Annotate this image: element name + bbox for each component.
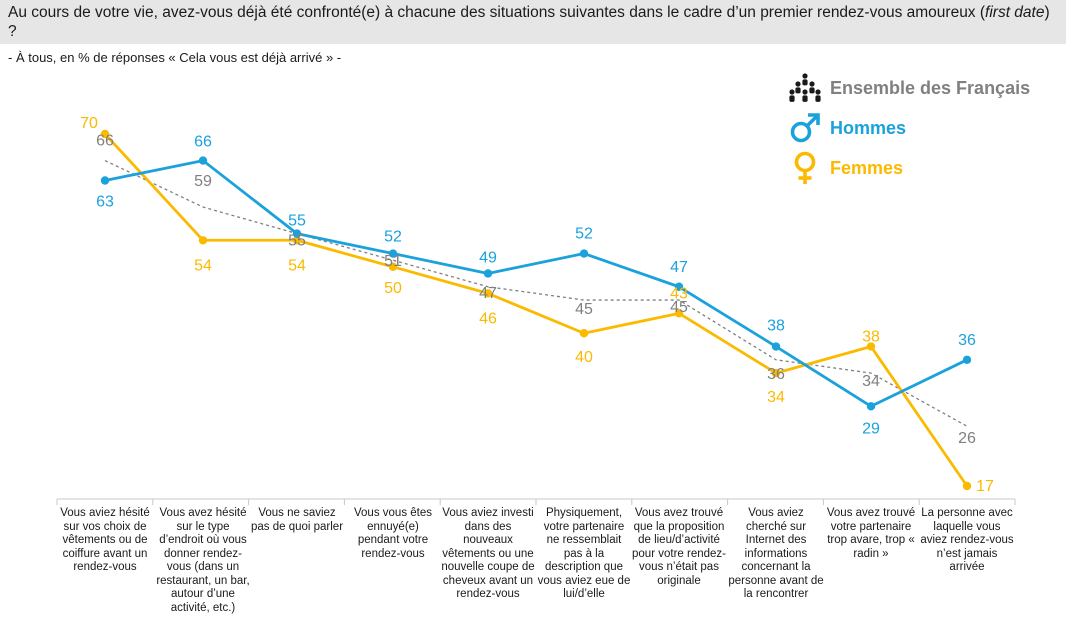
legend-label-ensemble: Ensemble des Français	[830, 77, 1031, 98]
data-label-ensemble: 26	[958, 430, 976, 447]
data-label-femmes: 46	[479, 310, 497, 327]
data-point-hommes	[388, 249, 398, 258]
data-point-hommes	[579, 249, 589, 258]
data-label-hommes: 55	[288, 213, 306, 230]
category-label: Vous avez trouvé votre partenaire trop a…	[826, 507, 916, 560]
data-label-hommes: 49	[479, 249, 497, 266]
data-label-femmes: 17	[976, 478, 994, 495]
series-line-femmes	[103, 133, 969, 487]
series-line-ensemble	[104, 159, 968, 427]
data-point-hommes	[100, 176, 110, 185]
data-label-femmes: 70	[80, 115, 98, 132]
data-point-femmes	[962, 481, 972, 491]
legend-item-hommes: Hommes	[788, 108, 1030, 148]
data-label-ensemble: 36	[767, 366, 785, 383]
data-label-ensemble: 66	[96, 133, 114, 150]
category-label: Vous avez hésité sur le type d’endroit o…	[156, 507, 250, 614]
data-point-hommes	[866, 402, 876, 411]
question-italic: first date	[985, 4, 1045, 21]
chart-subtitle: - À tous, en % de réponses « Cela vous e…	[8, 50, 342, 65]
legend-label-femmes: Femmes	[830, 157, 904, 178]
data-label-femmes: 34	[767, 389, 785, 406]
category-label: Vous aviez cherché sur Internet des info…	[728, 507, 824, 600]
data-point-femmes	[579, 329, 589, 338]
male-symbol-icon	[790, 113, 820, 143]
category-label: Vous ne saviez pas de quoi parler	[250, 507, 344, 533]
data-point-femmes	[674, 309, 684, 318]
data-label-hommes: 36	[958, 332, 976, 349]
category-label: Vous aviez investi dans des nouveaux vêt…	[441, 507, 535, 600]
category-label: Physiquement, votre partenaire ne ressem…	[537, 507, 631, 600]
data-point-femmes	[771, 368, 781, 378]
data-label-ensemble: 47	[479, 285, 497, 302]
data-label-femmes: 43	[670, 285, 688, 302]
legend-label-hommes: Hommes	[830, 117, 907, 138]
data-label-ensemble: 51	[384, 253, 402, 270]
legend: Ensemble des Français Hommes Femmes	[788, 68, 1030, 188]
data-label-hommes: 47	[670, 259, 688, 276]
line-chart: 66 59 55 51 47 45 45 36 34 26 63 66 55 52 49 52 47 38 29 36…	[56, 115, 1016, 505]
question-header: Au cours de votre vie, avez-vous déjà ét…	[0, 0, 1066, 44]
legend-item-ensemble: Ensemble des Français	[788, 68, 1030, 108]
data-label-femmes: 40	[575, 349, 593, 366]
data-point-femmes	[198, 236, 208, 245]
category-label: Vous avez trouvé que la proposition de l…	[632, 507, 726, 587]
data-point-femmes	[388, 262, 398, 272]
data-label-hommes: 63	[96, 193, 114, 210]
people-group-icon	[789, 73, 821, 102]
data-label-ensemble: 45	[670, 299, 688, 316]
question-text: Au cours de votre vie, avez-vous déjà ét…	[8, 4, 986, 21]
data-point-hommes	[198, 156, 208, 165]
series-line-hommes	[104, 159, 968, 408]
data-point-femmes	[100, 129, 110, 139]
question-end: ) ?	[8, 4, 1050, 40]
category-label: Vous aviez hésité sur vos choix de vêtem…	[60, 507, 150, 573]
data-label-femmes: 38	[862, 329, 880, 346]
data-label-femmes: 54	[194, 257, 212, 274]
data-label-femmes: 54	[288, 257, 306, 274]
data-label-hommes: 38	[767, 318, 785, 335]
data-point-hommes	[674, 282, 684, 291]
data-point-femmes	[866, 342, 876, 351]
data-label-hommes: 66	[194, 134, 212, 151]
legend-item-femmes: Femmes	[788, 148, 1030, 188]
data-label-femmes: 50	[384, 280, 402, 297]
category-label: La personne avec laquelle vous aviez ren…	[920, 507, 1014, 573]
data-point-femmes	[292, 236, 302, 245]
data-point-hommes	[292, 229, 302, 238]
data-label-hommes: 52	[384, 229, 402, 246]
data-label-ensemble: 59	[194, 173, 212, 190]
data-label-ensemble: 55	[288, 233, 306, 250]
data-label-ensemble: 45	[575, 301, 593, 318]
data-label-ensemble: 34	[862, 373, 880, 390]
data-label-hommes: 52	[575, 226, 593, 243]
data-point-hommes	[483, 269, 493, 278]
data-point-femmes	[483, 289, 493, 298]
female-symbol-icon	[794, 151, 816, 184]
data-point-hommes	[962, 355, 972, 365]
category-label: Vous vous êtes ennuyé(e) pendant votre r…	[354, 507, 432, 560]
data-label-hommes: 29	[862, 420, 880, 437]
data-point-hommes	[771, 342, 781, 351]
